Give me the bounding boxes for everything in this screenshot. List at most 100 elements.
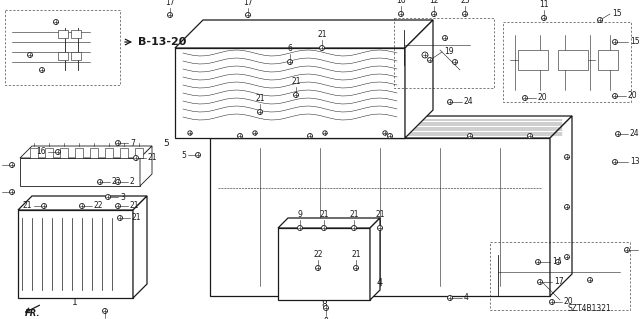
Circle shape — [298, 226, 303, 231]
Bar — [135, 148, 143, 158]
Text: 17: 17 — [243, 0, 253, 7]
Text: 20: 20 — [564, 298, 573, 307]
Text: 24: 24 — [630, 130, 639, 138]
Circle shape — [387, 133, 392, 138]
Polygon shape — [175, 20, 433, 48]
Circle shape — [564, 154, 570, 160]
Circle shape — [287, 60, 292, 64]
Text: 17: 17 — [554, 278, 564, 286]
Circle shape — [351, 226, 356, 231]
Text: 9: 9 — [298, 210, 303, 219]
Text: 21: 21 — [148, 153, 157, 162]
Text: 13: 13 — [630, 158, 639, 167]
Circle shape — [447, 295, 452, 300]
Polygon shape — [20, 146, 152, 158]
Polygon shape — [278, 218, 380, 228]
Circle shape — [612, 93, 618, 99]
Circle shape — [428, 57, 433, 63]
Circle shape — [323, 306, 328, 310]
Circle shape — [319, 46, 324, 50]
Text: 21: 21 — [351, 250, 361, 259]
Circle shape — [118, 216, 122, 220]
Bar — [278, 228, 370, 300]
Bar — [30, 148, 38, 158]
Bar — [558, 50, 588, 70]
Circle shape — [115, 140, 120, 145]
Text: 22: 22 — [112, 177, 122, 187]
Circle shape — [588, 278, 593, 283]
Text: 22: 22 — [94, 202, 104, 211]
Bar — [598, 50, 618, 70]
Bar — [175, 48, 405, 138]
Text: 20: 20 — [538, 93, 548, 102]
Text: 23: 23 — [460, 0, 470, 5]
Bar — [90, 148, 98, 158]
Text: 21: 21 — [130, 202, 140, 211]
Circle shape — [422, 52, 428, 58]
Polygon shape — [210, 116, 572, 138]
Circle shape — [307, 133, 312, 138]
Circle shape — [115, 180, 120, 184]
Circle shape — [106, 195, 111, 199]
Text: 21: 21 — [291, 77, 301, 86]
Circle shape — [522, 95, 527, 100]
Text: 21: 21 — [317, 30, 327, 39]
Text: 16: 16 — [36, 147, 46, 157]
Circle shape — [616, 131, 621, 137]
Circle shape — [612, 160, 618, 165]
Text: B-13-20: B-13-20 — [138, 37, 186, 47]
Bar — [105, 148, 113, 158]
Text: 4: 4 — [464, 293, 469, 302]
Text: 21: 21 — [255, 94, 265, 103]
Circle shape — [54, 19, 58, 25]
Circle shape — [323, 131, 327, 135]
Bar — [503, 22, 631, 102]
Bar — [120, 148, 128, 158]
Text: 21: 21 — [132, 213, 141, 222]
Polygon shape — [18, 196, 147, 210]
Text: 15: 15 — [630, 38, 639, 47]
Circle shape — [442, 35, 447, 41]
Bar — [45, 148, 53, 158]
Text: 21: 21 — [319, 210, 329, 219]
Bar — [71, 52, 81, 60]
Circle shape — [598, 18, 602, 23]
Circle shape — [378, 226, 383, 231]
Text: 21: 21 — [375, 210, 385, 219]
Circle shape — [541, 16, 547, 20]
Circle shape — [353, 265, 358, 271]
Bar — [58, 52, 68, 60]
Text: 5: 5 — [163, 138, 169, 147]
Text: 19: 19 — [444, 48, 454, 56]
Circle shape — [168, 12, 173, 18]
Text: 22: 22 — [313, 250, 323, 259]
Text: 5: 5 — [181, 151, 186, 160]
Circle shape — [527, 133, 532, 138]
Circle shape — [538, 279, 543, 285]
Circle shape — [556, 259, 561, 264]
Polygon shape — [133, 196, 147, 298]
Circle shape — [237, 133, 243, 138]
Circle shape — [321, 226, 326, 231]
Text: 21: 21 — [22, 202, 32, 211]
Circle shape — [316, 265, 321, 271]
Text: 11: 11 — [540, 0, 548, 9]
Text: 8: 8 — [321, 300, 327, 309]
Polygon shape — [405, 20, 433, 138]
Circle shape — [97, 180, 102, 184]
Circle shape — [79, 204, 84, 209]
Circle shape — [115, 204, 120, 209]
Circle shape — [383, 131, 387, 135]
Text: 14: 14 — [552, 257, 562, 266]
Circle shape — [452, 60, 458, 64]
Circle shape — [625, 248, 630, 253]
Polygon shape — [550, 116, 572, 296]
Bar — [60, 148, 68, 158]
Text: 20: 20 — [628, 92, 637, 100]
Circle shape — [294, 93, 298, 98]
Bar — [518, 50, 548, 70]
Circle shape — [28, 53, 33, 57]
Circle shape — [550, 300, 554, 305]
Bar — [18, 210, 133, 298]
Text: 7: 7 — [130, 138, 135, 147]
